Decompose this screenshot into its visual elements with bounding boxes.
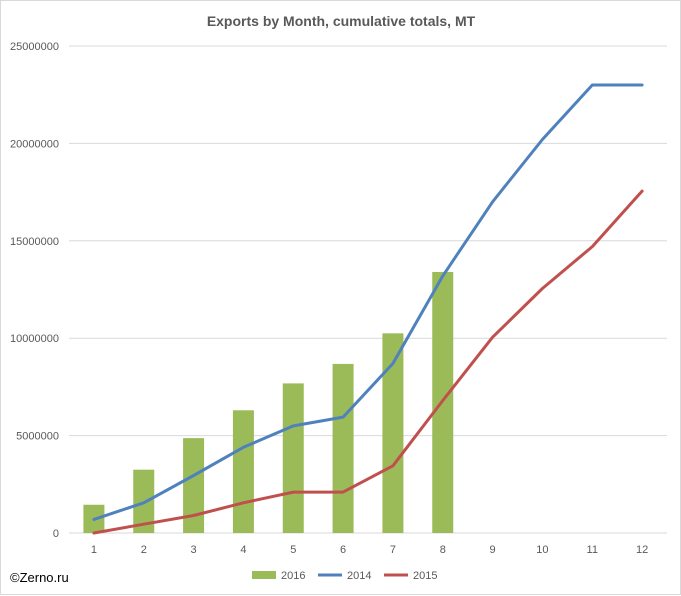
- x-tick-label: 3: [191, 544, 197, 556]
- legend-label: 2015: [413, 570, 437, 582]
- x-tick-label: 5: [290, 544, 296, 556]
- legend-label: 2014: [347, 570, 371, 582]
- x-tick-label: 1: [91, 544, 97, 556]
- y-tick-label: 20000000: [10, 138, 59, 150]
- series-line-2014: [92, 83, 644, 521]
- bar-2016: [332, 363, 354, 533]
- y-tick-label: 25000000: [10, 41, 59, 53]
- series-line-2015: [92, 189, 644, 535]
- bar-2016: [183, 438, 205, 533]
- chart-title: Exports by Month, cumulative totals, MT: [207, 13, 476, 29]
- x-tick-label: 6: [340, 544, 346, 556]
- x-tick-label: 10: [536, 544, 548, 556]
- bar-2016: [232, 410, 254, 533]
- y-tick-label: 5000000: [16, 431, 59, 443]
- x-tick-label: 9: [490, 544, 496, 556]
- x-tick-label: 8: [440, 544, 446, 556]
- x-tick-label: 2: [141, 544, 147, 556]
- x-tick-label: 12: [636, 544, 648, 556]
- bar-2016: [282, 383, 304, 533]
- bar-2016: [382, 333, 404, 533]
- credit-text: ©Zerno.ru: [10, 570, 69, 585]
- legend-marker-2016: [252, 571, 276, 579]
- y-tick-label: 10000000: [10, 333, 59, 345]
- y-tick-label: 15000000: [10, 236, 59, 248]
- legend-label: 2016: [281, 570, 305, 582]
- x-tick-label: 7: [390, 544, 396, 556]
- x-tick-label: 11: [587, 544, 598, 556]
- y-tick-label: 0: [53, 528, 59, 540]
- x-tick-label: 4: [240, 544, 246, 556]
